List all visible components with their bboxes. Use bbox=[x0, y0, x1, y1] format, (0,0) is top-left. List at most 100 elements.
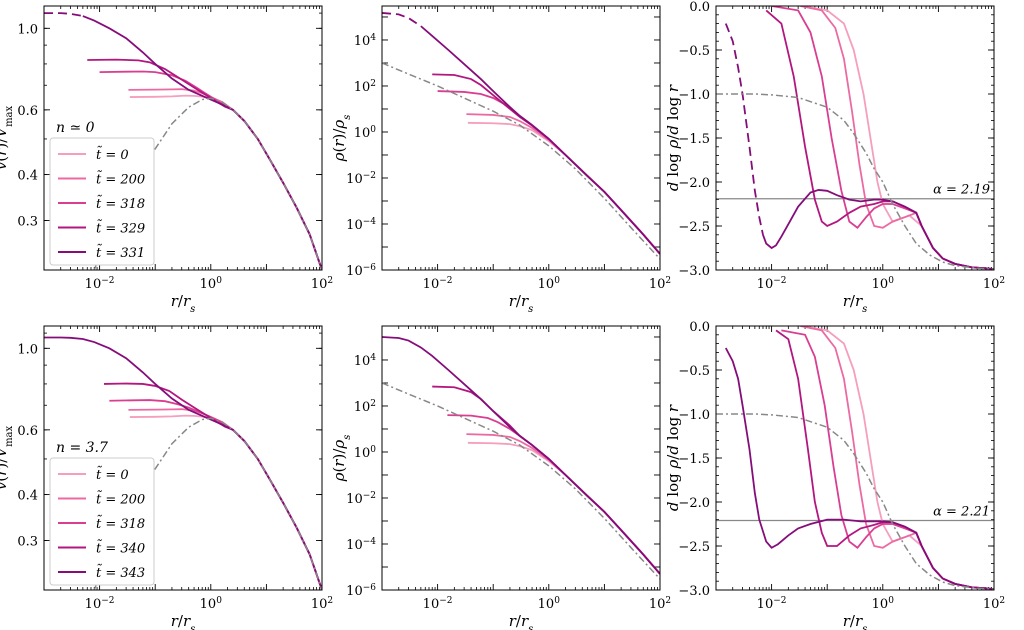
series-line-5-dashed bbox=[724, 23, 764, 235]
series-line-3 bbox=[771, 6, 994, 270]
y-tick-label: 0.0 bbox=[689, 320, 710, 335]
x-tick-label: 102 bbox=[983, 276, 1005, 292]
series-line-4 bbox=[775, 329, 994, 590]
x-tick-label: 100 bbox=[200, 276, 223, 292]
y-tick-label: 1.0 bbox=[17, 22, 38, 37]
legend-entry: t̃ = 200 bbox=[96, 491, 145, 508]
legend-entry: t̃ = 0 bbox=[96, 146, 129, 163]
legend-entry: t̃ = 343 bbox=[96, 564, 145, 581]
series-line-5-dashed bbox=[382, 12, 422, 27]
series-line-5 bbox=[382, 336, 660, 575]
x-tick-label: 102 bbox=[649, 276, 671, 292]
plot-frame bbox=[715, 5, 995, 271]
legend-entry: t̃ = 200 bbox=[96, 171, 145, 188]
legend: t̃ = 0 t̃ = 200 t̃ = 318 t̃ = 340 t̃ = 343 bbox=[49, 457, 155, 586]
series-line-1 bbox=[129, 94, 322, 270]
series-group bbox=[382, 336, 660, 580]
y-tick-label: −2.0 bbox=[678, 176, 710, 191]
series-group bbox=[44, 12, 322, 270]
legend-entry: t̃ = 329 bbox=[96, 220, 145, 237]
y-tick-label: −1.5 bbox=[678, 132, 710, 147]
x-axis-label: r/rs bbox=[843, 292, 868, 315]
reference-profile-line bbox=[716, 413, 994, 590]
reference-profile-line bbox=[382, 382, 660, 580]
reference-profile-line bbox=[382, 62, 660, 260]
panel-bottom-right: 10−2 100 102 0.0 −0.5 −1.0 −1.5 −2.0 −2.5 −3.0 r/r… bbox=[664, 320, 1005, 630]
panel-top-right: 10−2 100 102 0.0 −0.5 −1.0 −1.5 −2.0 −2.5 −3.0 r/r… bbox=[664, 0, 1005, 315]
x-tick-label: 102 bbox=[311, 276, 333, 292]
y-tick-label: 10−6 bbox=[346, 263, 376, 279]
x-tick-label: 100 bbox=[872, 276, 895, 292]
series-line-2 bbox=[800, 6, 994, 270]
y-tick-label: 10−4 bbox=[346, 217, 376, 233]
series-line-2 bbox=[466, 113, 660, 255]
y-tick-label: 10−4 bbox=[346, 537, 376, 553]
y-tick-label: −1.0 bbox=[678, 408, 710, 423]
series-line-5 bbox=[724, 347, 994, 590]
y-tick-label: 100 bbox=[354, 445, 377, 461]
y-axis-label: ρ(r)/ρs bbox=[330, 435, 353, 483]
series-group bbox=[716, 326, 994, 590]
y-tick-label: 104 bbox=[354, 353, 377, 369]
legend-entry: t̃ = 0 bbox=[96, 466, 129, 483]
x-tick-label: 100 bbox=[538, 596, 561, 612]
y-tick-label: −3.0 bbox=[678, 584, 710, 599]
y-tick-label: −3.0 bbox=[678, 264, 710, 279]
y-tick-label: 0.6 bbox=[17, 104, 38, 119]
legend: t̃ = 0 t̃ = 200 t̃ = 318 t̃ = 329 t̃ = 331 bbox=[49, 137, 155, 266]
n-annotation: n = 3.7 bbox=[56, 440, 108, 456]
y-axis-label: v(r)/Vmax bbox=[0, 425, 15, 490]
x-tick-label: 100 bbox=[872, 596, 895, 612]
series-line-3 bbox=[781, 329, 994, 590]
y-tick-label: 10−2 bbox=[346, 491, 376, 507]
panel-bottom-left: 10−2 100 102 0.3 0.4 0.6 1.0 r/rs v(r)/Vmax n = 3… bbox=[0, 325, 333, 630]
y-tick-label: 0.4 bbox=[17, 169, 38, 184]
series-line-5 bbox=[762, 189, 994, 270]
series-group bbox=[382, 12, 660, 260]
plot-frame bbox=[43, 5, 323, 271]
series-line-4 bbox=[432, 73, 660, 255]
series-line-5 bbox=[82, 15, 322, 270]
y-tick-label: −1.0 bbox=[678, 88, 710, 103]
x-tick-label: 10−2 bbox=[423, 276, 453, 292]
series-line-2 bbox=[800, 326, 994, 590]
legend-entry: t̃ = 318 bbox=[96, 515, 145, 532]
series-line-3 bbox=[437, 90, 660, 255]
legend-box bbox=[49, 137, 155, 266]
y-axis-label: ρ(r)/ρs bbox=[330, 115, 353, 163]
y-axis-label: v(r)/Vmax bbox=[0, 105, 15, 170]
series-line-2 bbox=[466, 433, 660, 575]
x-axis-label: r/rs bbox=[171, 612, 196, 630]
series-line-5 bbox=[420, 25, 660, 255]
y-axis-label: d log ρ/d log r bbox=[664, 404, 682, 511]
y-tick-label: −0.5 bbox=[678, 364, 710, 379]
plot-frame bbox=[43, 325, 323, 591]
y-tick-label: −2.5 bbox=[678, 540, 710, 555]
y-tick-label: 0.3 bbox=[17, 214, 38, 229]
x-tick-label: 102 bbox=[649, 596, 671, 612]
y-tick-label: 0.0 bbox=[689, 0, 710, 15]
panel-top-middle: 10−2 100 102 10−6 10−4 10−2 100 102 104 r/rs ρ(r)/… bbox=[330, 5, 671, 315]
series-line-1 bbox=[467, 121, 660, 255]
y-tick-label: 100 bbox=[354, 125, 377, 141]
series-line-4 bbox=[765, 9, 994, 270]
y-tick-label: 10−6 bbox=[346, 583, 376, 599]
x-axis-label: r/rs bbox=[509, 292, 534, 315]
y-tick-label: −0.5 bbox=[678, 44, 710, 59]
x-tick-label: 10−2 bbox=[757, 276, 787, 292]
y-tick-label: 0.6 bbox=[17, 424, 38, 439]
series-line-1 bbox=[801, 326, 994, 590]
y-tick-label: 10−2 bbox=[346, 171, 376, 187]
series-line-3 bbox=[447, 414, 660, 575]
y-tick-label: 102 bbox=[354, 79, 376, 95]
y-tick-label: 104 bbox=[354, 33, 377, 49]
x-axis-label: r/rs bbox=[509, 612, 534, 630]
series-line-1 bbox=[129, 414, 322, 590]
x-tick-label: 10−2 bbox=[85, 596, 115, 612]
x-tick-label: 100 bbox=[538, 276, 561, 292]
y-tick-label: 1.0 bbox=[17, 342, 38, 357]
plot-frame bbox=[715, 325, 995, 591]
x-tick-label: 10−2 bbox=[423, 596, 453, 612]
series-line-2 bbox=[128, 408, 322, 590]
